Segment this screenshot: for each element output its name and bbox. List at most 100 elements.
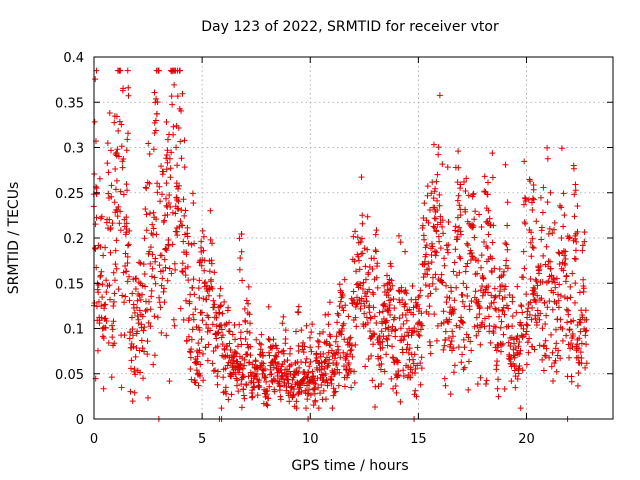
- data-point: [179, 222, 186, 229]
- data-point: [522, 220, 529, 227]
- data-point: [384, 336, 391, 343]
- data-point: [236, 266, 243, 273]
- data-point: [525, 196, 532, 203]
- data-point: [419, 322, 426, 329]
- data-point: [341, 276, 348, 283]
- data-point: [217, 285, 224, 292]
- data-point: [204, 357, 211, 364]
- data-point: [403, 317, 410, 324]
- data-point: [196, 327, 203, 334]
- data-point: [497, 324, 504, 331]
- data-point: [539, 209, 546, 216]
- data-point: [437, 213, 444, 220]
- data-point: [179, 260, 186, 267]
- data-point: [427, 290, 434, 297]
- data-point: [325, 311, 332, 318]
- data-point: [370, 341, 377, 348]
- data-point: [546, 298, 553, 305]
- data-point: [444, 164, 451, 171]
- data-point: [122, 250, 129, 257]
- data-point: [418, 365, 425, 372]
- data-point: [256, 377, 263, 384]
- data-point: [108, 322, 115, 329]
- data-point: [442, 337, 449, 344]
- data-point: [207, 236, 214, 243]
- data-point: [542, 352, 549, 359]
- data-point: [158, 329, 165, 336]
- data-point: [558, 145, 565, 152]
- data-point: [106, 282, 113, 289]
- data-point: [515, 343, 522, 350]
- data-point: [373, 319, 380, 326]
- data-point: [194, 358, 201, 365]
- data-point: [457, 211, 464, 218]
- data-point: [277, 383, 284, 390]
- data-point: [206, 268, 213, 275]
- data-point: [564, 295, 571, 302]
- data-point: [119, 292, 126, 299]
- data-point: [560, 223, 567, 230]
- x-tick-label: 20: [518, 432, 535, 447]
- data-point: [235, 388, 242, 395]
- data-point: [436, 238, 443, 245]
- data-point: [242, 336, 249, 343]
- data-point: [138, 337, 145, 344]
- data-point: [553, 368, 560, 375]
- data-point: [450, 310, 457, 316]
- data-point: [140, 375, 147, 382]
- data-point: [552, 357, 559, 364]
- axis-ticks: [93, 56, 613, 420]
- data-point: [190, 199, 197, 206]
- data-point: [491, 265, 498, 272]
- data-point: [264, 402, 271, 409]
- data-point: [453, 322, 460, 329]
- data-point: [205, 341, 212, 348]
- data-point: [463, 284, 470, 291]
- data-point: [374, 260, 381, 267]
- data-point: [327, 333, 334, 340]
- data-point: [334, 310, 341, 317]
- data-point: [99, 333, 106, 340]
- data-point: [526, 335, 533, 342]
- data-point: [476, 304, 483, 311]
- data-point: [146, 180, 153, 187]
- data-point: [315, 384, 322, 391]
- data-point: [218, 326, 225, 333]
- data-point: [458, 314, 465, 321]
- data-point: [211, 269, 218, 276]
- data-point: [419, 222, 426, 229]
- data-point: [459, 351, 466, 358]
- data-point: [247, 352, 254, 359]
- data-point: [530, 245, 537, 252]
- data-point: [579, 242, 586, 249]
- data-point: [526, 311, 533, 318]
- data-point: [390, 295, 397, 302]
- data-point: [261, 373, 268, 380]
- data-point: [504, 199, 511, 206]
- data-point: [524, 314, 531, 321]
- data-point: [367, 315, 374, 322]
- data-point: [572, 187, 579, 194]
- data-point: [112, 247, 119, 254]
- data-point: [431, 215, 438, 222]
- data-point: [335, 382, 342, 389]
- data-point: [385, 332, 392, 339]
- data-point: [467, 338, 474, 345]
- data-point: [209, 321, 216, 328]
- data-point: [198, 309, 205, 316]
- data-point: [470, 190, 477, 197]
- data-point: [460, 336, 467, 343]
- data-point: [207, 207, 214, 214]
- data-point: [221, 321, 228, 328]
- data-point: [332, 338, 339, 345]
- data-point: [199, 317, 206, 324]
- data-point: [383, 351, 390, 358]
- data-point: [477, 341, 484, 348]
- data-point: [569, 332, 576, 339]
- data-point: [290, 392, 297, 399]
- data-point: [406, 306, 413, 313]
- data-point: [273, 353, 280, 360]
- data-point: [471, 216, 478, 223]
- data-point: [285, 380, 292, 387]
- x-tick-label: 5: [198, 432, 206, 447]
